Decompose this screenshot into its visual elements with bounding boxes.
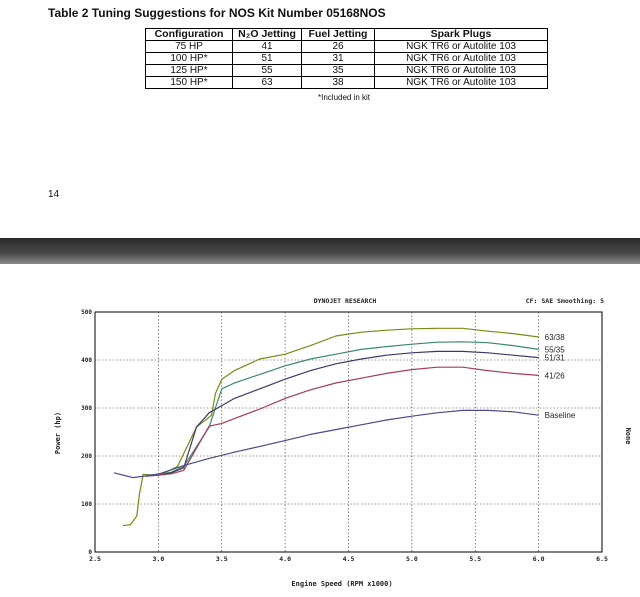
header-configuration: Configuration [145,28,233,41]
series-line [122,327,539,527]
series-line [145,341,539,476]
y-tick-label: 200 [81,453,92,460]
dyno-chart: DYNOJET RESEARCH CF: SAE Smoothing: 5 Po… [54,297,632,588]
chart-header-right: CF: SAE Smoothing: 5 [526,297,604,305]
cell-configuration: 100 HP* [145,52,233,65]
y-tick-label: 300 [81,405,92,412]
chart-ylabel: Power (hp) [54,412,62,454]
tuning-table: Configuration N₂O Jetting Fuel Jetting S… [145,28,548,89]
series-label: 63/38 [545,333,566,342]
series-label: 55/35 [545,345,566,354]
x-tick-label: 4.5 [343,555,355,563]
chart-plot-area: 2.5 3.0 3.5 4.0 4.5 5.0 5.5 6.0 6.5 0 100 200 300 400… [81,309,608,563]
y-tick-label: 400 [81,357,92,364]
table-header-row: Configuration N₂O Jetting Fuel Jetting S… [145,28,548,41]
y-tick-label: 0 [88,549,92,556]
table-title: Table 2 Tuning Suggestions for NOS Kit N… [48,6,386,20]
series-label: Baseline [545,411,576,420]
series-line [113,409,539,479]
cell-spark-plugs: NGK TR6 or Autolite 103 [374,76,548,89]
header-fuel-jetting: Fuel Jetting [301,28,375,41]
chart-header-center: DYNOJET RESEARCH [314,297,377,305]
table-row: 75 HP 41 26 NGK TR6 or Autolite 103 [145,40,548,53]
page-number: 14 [48,189,60,200]
x-tick-label: 3.0 [153,555,165,563]
x-tick-label: 3.5 [216,555,228,563]
series-line [145,366,539,477]
cell-n2o-jetting: 55 [232,64,302,77]
series-label: 51/31 [545,354,566,363]
cell-n2o-jetting: 41 [232,40,302,53]
x-tick-label: 4.0 [279,555,291,563]
cell-fuel-jetting: 38 [301,76,375,89]
cell-fuel-jetting: 31 [301,52,375,65]
cell-n2o-jetting: 51 [232,52,302,65]
y-tick-label: 500 [81,309,92,316]
cell-fuel-jetting: 26 [301,40,375,53]
x-tick-label: 6.0 [533,555,545,563]
x-tick-label: 5.0 [406,555,418,563]
table-row: 125 HP* 55 35 NGK TR6 or Autolite 103 [145,64,548,77]
x-tick-label: 6.5 [596,555,608,563]
chart-right-label: None [624,428,632,445]
table-footnote: *Included in kit [318,93,371,102]
chart-xlabel: Engine Speed (RPM x1000) [291,580,392,588]
cell-configuration: 150 HP* [145,76,233,89]
series-label: 41/26 [545,371,566,380]
header-n2o-jetting: N₂O Jetting [232,28,302,41]
series-line [145,350,539,477]
header-spark-plugs: Spark Plugs [374,28,548,41]
x-tick-label: 5.5 [469,555,481,563]
cell-fuel-jetting: 35 [301,64,375,77]
cell-n2o-jetting: 63 [232,76,302,89]
y-tick-label: 100 [81,501,92,508]
cell-spark-plugs: NGK TR6 or Autolite 103 [374,64,548,77]
page-divider [0,238,640,264]
table-row: 150 HP* 63 38 NGK TR6 or Autolite 103 [145,76,548,89]
cell-spark-plugs: NGK TR6 or Autolite 103 [374,40,548,53]
cell-configuration: 125 HP* [145,64,233,77]
cell-spark-plugs: NGK TR6 or Autolite 103 [374,52,548,65]
x-tick-label: 2.5 [89,555,101,563]
table-row: 100 HP* 51 31 NGK TR6 or Autolite 103 [145,52,548,65]
cell-configuration: 75 HP [145,40,233,53]
